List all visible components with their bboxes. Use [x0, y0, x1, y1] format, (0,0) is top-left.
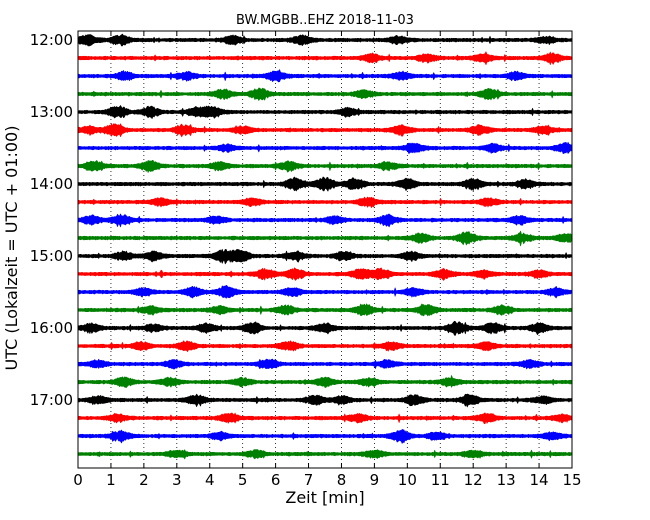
- x-tick-label: 10: [398, 471, 417, 489]
- x-tick-label: 5: [238, 471, 248, 489]
- x-tick-label: 13: [497, 471, 516, 489]
- x-tick-label: 3: [172, 471, 182, 489]
- x-tick-label: 6: [271, 471, 281, 489]
- x-tick-label: 11: [431, 471, 450, 489]
- x-tick-label: 15: [562, 471, 581, 489]
- x-tick-label: 4: [205, 471, 215, 489]
- x-tick-label: 9: [370, 471, 380, 489]
- x-tick-label: 0: [73, 471, 83, 489]
- chart-title: BW.MGBB..EHZ 2018-11-03: [236, 13, 414, 28]
- y-tick-label: 16:00: [30, 319, 73, 337]
- x-axis-ticks: 0 1 2 3 4 5 6 7 8 9 10 11 12 13 14 15: [73, 31, 582, 489]
- y-axis-ticks: 12:00 13:00 14:00 15:00 16:00 17:00: [30, 31, 572, 409]
- x-tick-label: 14: [530, 471, 549, 489]
- x-axis-label: Zeit [min]: [285, 488, 364, 507]
- y-tick-label: 12:00: [30, 31, 73, 49]
- y-tick-label: 13:00: [30, 103, 73, 121]
- x-tick-label: 2: [139, 471, 149, 489]
- vertical-gridlines: [110, 31, 540, 468]
- x-tick-label: 8: [337, 471, 347, 489]
- x-tick-label: 12: [464, 471, 483, 489]
- seismogram-traces: [77, 33, 573, 460]
- plot-frame: [77, 30, 573, 469]
- y-axis-label: UTC (Lokalzeit = UTC + 01:00): [2, 126, 21, 371]
- y-tick-label: 15:00: [30, 247, 73, 265]
- x-tick-label: 1: [106, 471, 116, 489]
- y-tick-label: 14:00: [30, 175, 73, 193]
- y-tick-label: 17:00: [30, 391, 73, 409]
- x-tick-label: 7: [304, 471, 314, 489]
